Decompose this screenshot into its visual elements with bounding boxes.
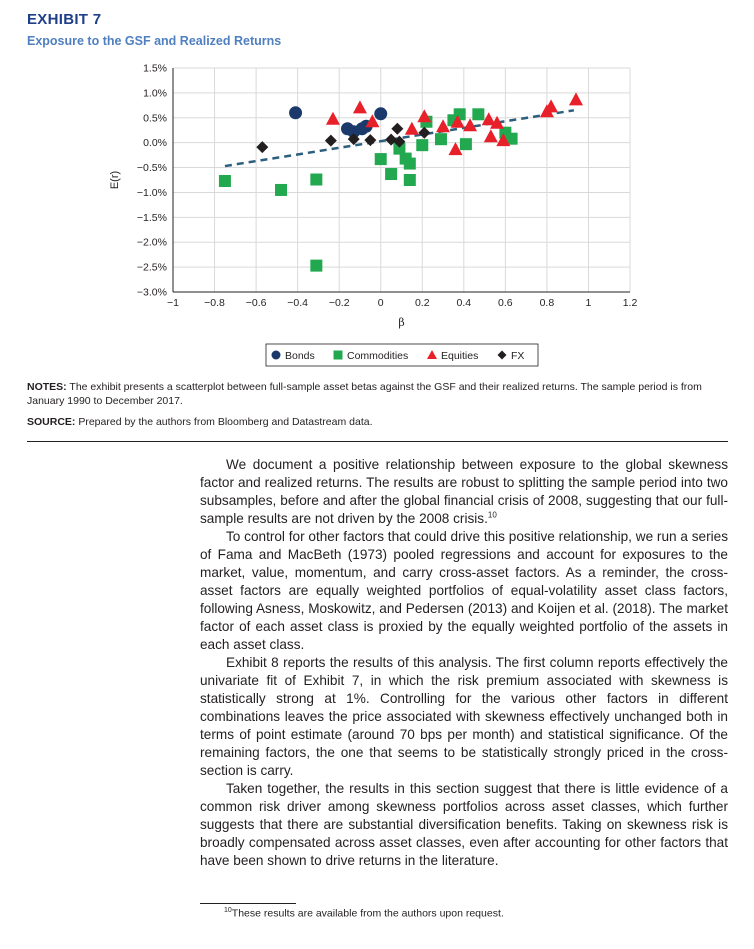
equities-point <box>417 109 432 123</box>
y-tick-label: −0.5% <box>137 162 167 174</box>
equities-point <box>436 119 451 133</box>
legend-commodities-label: Commodities <box>347 350 408 362</box>
y-axis-label: E(r) <box>109 171 121 189</box>
fx-point <box>324 134 337 147</box>
y-tick-label: 1.5% <box>143 63 167 75</box>
paragraph-3: Exhibit 8 reports the results of this an… <box>200 655 728 778</box>
commodities-point <box>218 174 231 187</box>
commodities-point <box>472 108 485 121</box>
x-tick-label: 0.8 <box>540 297 555 309</box>
legend-equities-label: Equities <box>441 350 478 362</box>
y-tick-label: −3.0% <box>137 287 167 299</box>
paragraph-1-text: We document a positive relationship betw… <box>200 457 728 526</box>
paragraph-4: Taken together, the results in this sect… <box>200 781 728 868</box>
exhibit-source: SOURCE: Prepared by the authors from Blo… <box>27 415 727 429</box>
equities-point <box>352 100 367 114</box>
y-tick-label: −1.5% <box>137 212 167 224</box>
bonds-point <box>374 107 388 121</box>
x-tick-label: 0.2 <box>415 297 430 309</box>
fx-point <box>256 141 269 154</box>
fx-point <box>393 135 406 148</box>
legend-fx-label: FX <box>511 350 524 362</box>
footnote-text: These results are available from the aut… <box>231 907 504 920</box>
equities-point <box>568 92 583 106</box>
x-tick-label: −0.6 <box>246 297 267 309</box>
exhibit-notes: NOTES: The exhibit presents a scatterplo… <box>27 380 727 408</box>
equities-point <box>496 133 511 147</box>
source-label: SOURCE: <box>27 416 76 428</box>
y-tick-label: 0.5% <box>143 112 167 124</box>
footnote-ref[interactable]: 10 <box>487 510 497 520</box>
commodities-point <box>310 259 323 272</box>
footnote-number: 10 <box>224 907 232 914</box>
y-tick-label: −2.5% <box>137 262 167 274</box>
y-tick-label: 0.0% <box>143 137 167 149</box>
x-tick-label: 1.2 <box>623 297 638 309</box>
trend-line <box>224 109 575 168</box>
commodities-point <box>403 174 416 186</box>
commodities-point <box>310 173 323 186</box>
y-tick-label: −1.0% <box>137 187 167 199</box>
commodities-point <box>374 153 387 166</box>
source-text: Prepared by the authors from Bloomberg a… <box>75 416 373 428</box>
equities-point <box>544 99 559 113</box>
x-tick-label: 0 <box>378 297 384 309</box>
footnote: 10These results are available from the a… <box>224 907 504 920</box>
legend-equities-marker <box>427 350 437 359</box>
equities-point <box>448 142 463 156</box>
commodities-point <box>434 133 447 146</box>
fx-point <box>418 126 431 139</box>
x-tick-label: 1 <box>586 297 592 309</box>
exhibit-title: Exposure to the GSF and Realized Returns <box>27 34 282 48</box>
commodities-point <box>403 157 416 170</box>
legend-fx-marker <box>497 350 507 360</box>
equities-point <box>481 112 496 126</box>
chart-legend <box>265 343 539 367</box>
commodities-point <box>385 168 398 181</box>
x-axis-label: β <box>398 316 404 329</box>
x-tick-label: −0.8 <box>204 297 225 309</box>
section-divider <box>27 441 728 442</box>
equities-point <box>365 114 380 128</box>
x-tick-label: 0.6 <box>498 297 513 309</box>
equities-point <box>325 111 340 125</box>
paragraph-1: We document a positive relationship betw… <box>200 456 728 528</box>
fx-point <box>391 122 404 135</box>
equities-point <box>450 114 465 128</box>
legend-bonds-label: Bonds <box>285 350 315 362</box>
legend-bonds-marker <box>271 350 281 360</box>
fx-point <box>364 134 377 147</box>
legend-commodities-marker <box>333 350 343 360</box>
paragraph-2: To control for other factors that could … <box>200 529 728 652</box>
exhibit-label: EXHIBIT 7 <box>27 11 102 28</box>
commodities-point <box>505 132 518 145</box>
x-tick-label: −0.4 <box>287 297 308 309</box>
fx-point <box>385 133 398 146</box>
commodities-point <box>275 183 288 196</box>
commodities-point <box>459 138 472 151</box>
notes-label: NOTES: <box>27 381 67 393</box>
y-tick-label: −2.0% <box>137 237 167 249</box>
notes-text: The exhibit presents a scatterplot betwe… <box>27 381 702 407</box>
equities-point <box>404 121 419 135</box>
bonds-point <box>289 106 303 120</box>
y-tick-label: 1.0% <box>143 87 167 99</box>
commodities-point <box>416 139 429 152</box>
equities-point <box>463 118 478 132</box>
x-tick-label: −1 <box>167 297 179 309</box>
x-tick-label: −0.2 <box>329 297 350 309</box>
scatter-chart: 1.5% 1.0% 0.5% 0.0% −0.5% −1.0% −1.5% −2.0% −2.5… <box>109 63 638 367</box>
footnote-divider <box>200 903 296 904</box>
commodities-point <box>453 108 466 121</box>
body-text: We document a positive relationship betw… <box>200 456 728 870</box>
fx-point <box>347 133 360 146</box>
equities-point <box>483 129 498 143</box>
equities-point <box>490 115 505 129</box>
commodities-point <box>393 142 406 155</box>
x-tick-label: 0.4 <box>457 297 472 309</box>
